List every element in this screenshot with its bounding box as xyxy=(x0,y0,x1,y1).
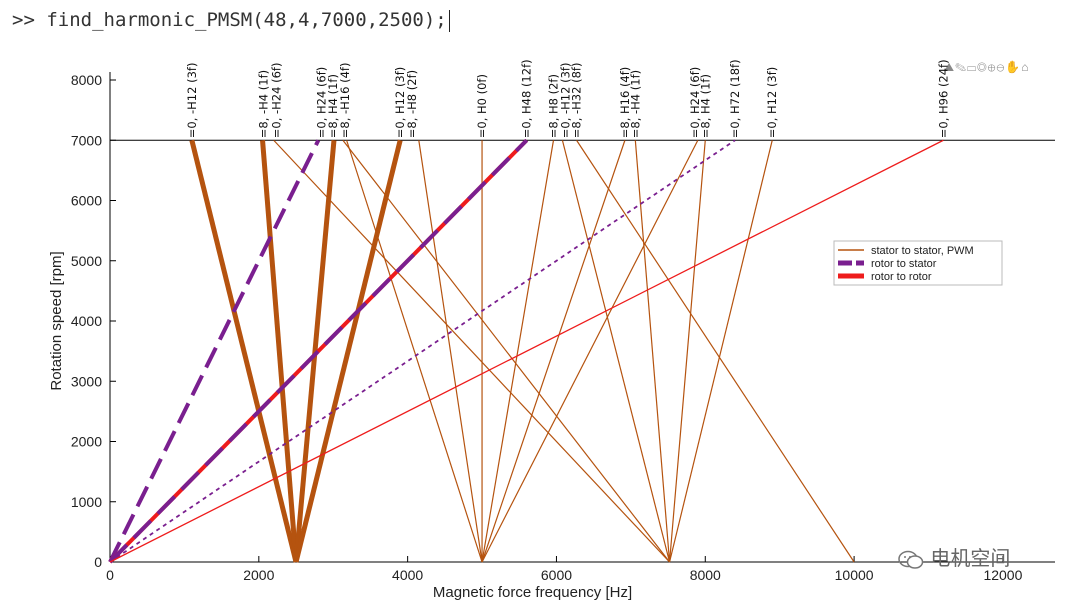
y-tick-label: 0 xyxy=(94,554,102,570)
text-cursor xyxy=(448,9,450,32)
harmonic-label: =8, H4 (1f) xyxy=(326,74,340,138)
x-axis-label: Magnetic force frequency [Hz] xyxy=(433,584,632,601)
y-tick-label: 7000 xyxy=(71,132,102,148)
x-tick-label: 0 xyxy=(106,567,114,583)
series-line xyxy=(189,139,299,563)
harmonic-label: =0, H12 (3f) xyxy=(765,67,779,139)
series-line xyxy=(273,139,670,563)
harmonic-label: =0, H12 (3f) xyxy=(393,67,407,139)
series-line xyxy=(108,139,321,563)
harmonic-label: =8, H4 (1f) xyxy=(698,74,712,138)
series-line xyxy=(668,140,706,563)
y-tick-label: 2000 xyxy=(71,434,102,450)
watermark: 电机空间 xyxy=(898,542,1010,571)
command-input[interactable]: find_harmonic_PMSM(48,4,7000,2500); xyxy=(46,9,447,31)
y-tick-label: 4000 xyxy=(71,313,102,329)
series-line xyxy=(108,138,529,564)
harmonic-label: =8, -H4 (1f) xyxy=(628,70,642,138)
series-line xyxy=(293,139,403,563)
harmonic-label: =0, H24 (6f) xyxy=(688,67,702,139)
x-tick-label: 10000 xyxy=(835,567,874,583)
y-tick-label: 8000 xyxy=(71,72,102,88)
harmonic-label: =0, H24 (6f) xyxy=(314,67,328,139)
harmonic-label: =0, -H12 (3f) xyxy=(185,63,199,139)
series-line xyxy=(109,139,736,563)
harmonic-label: =8, -H4 (1f) xyxy=(256,70,270,138)
legend-label: rotor to stator xyxy=(871,258,937,270)
series-line xyxy=(109,139,944,563)
series-line xyxy=(346,140,483,563)
harmonic-label: =8, -H32 (8f) xyxy=(570,63,584,139)
series-line xyxy=(260,140,299,563)
harmonic-label: =0, H72 (18f) xyxy=(728,59,742,138)
axes-toolbar[interactable]: ⛰✎▭◎⊕⊖✋⌂ xyxy=(944,60,1030,74)
y-tick-label: 6000 xyxy=(71,193,102,209)
harmonic-label: =8, H8 (2f) xyxy=(546,74,560,138)
series-line xyxy=(561,140,671,563)
series-line xyxy=(481,139,699,563)
y-axis-label: Rotation speed [rpm] xyxy=(48,251,65,390)
harmonic-label: =0, -H12 (3f) xyxy=(558,63,572,139)
harmonic-label: =0, H48 (12f) xyxy=(520,59,534,138)
harmonic-label: =8, -H16 (4f) xyxy=(338,63,352,139)
series-line xyxy=(418,140,483,563)
harmonic-label: =8, H16 (4f) xyxy=(618,67,632,139)
wechat-logo-icon xyxy=(898,550,924,570)
harmonic-label: =0, H0 (0f) xyxy=(475,74,489,138)
series-line xyxy=(634,140,671,563)
y-tick-label: 5000 xyxy=(71,253,102,269)
command-text: >> find_harmonic_PMSM(48,4,7000,2500); xyxy=(12,9,450,32)
command-line[interactable]: >> find_harmonic_PMSM(48,4,7000,2500); xyxy=(0,0,1080,38)
series-line xyxy=(481,140,626,563)
x-tick-label: 12000 xyxy=(983,567,1022,583)
series-line xyxy=(342,139,671,563)
legend-label: stator to stator, PWM xyxy=(871,245,974,257)
legend-label: rotor to rotor xyxy=(871,271,932,283)
watermark-text: 电机空间 xyxy=(930,546,1011,570)
command-prompt: >> xyxy=(12,9,35,31)
series-line xyxy=(481,140,555,563)
x-tick-label: 4000 xyxy=(392,567,423,583)
x-tick-label: 6000 xyxy=(541,567,572,583)
y-tick-label: 3000 xyxy=(71,373,102,389)
y-tick-label: 1000 xyxy=(71,494,102,510)
harmonic-label: =0, -H24 (6f) xyxy=(270,63,284,139)
harmonic-label: =0, H96 (24f) xyxy=(936,59,950,138)
x-tick-label: 8000 xyxy=(690,567,721,583)
series-line xyxy=(668,140,773,563)
series-line xyxy=(293,140,337,563)
series-line xyxy=(576,139,855,563)
x-tick-label: 2000 xyxy=(243,567,274,583)
harmonic-label: =8, -H8 (2f) xyxy=(405,70,419,138)
